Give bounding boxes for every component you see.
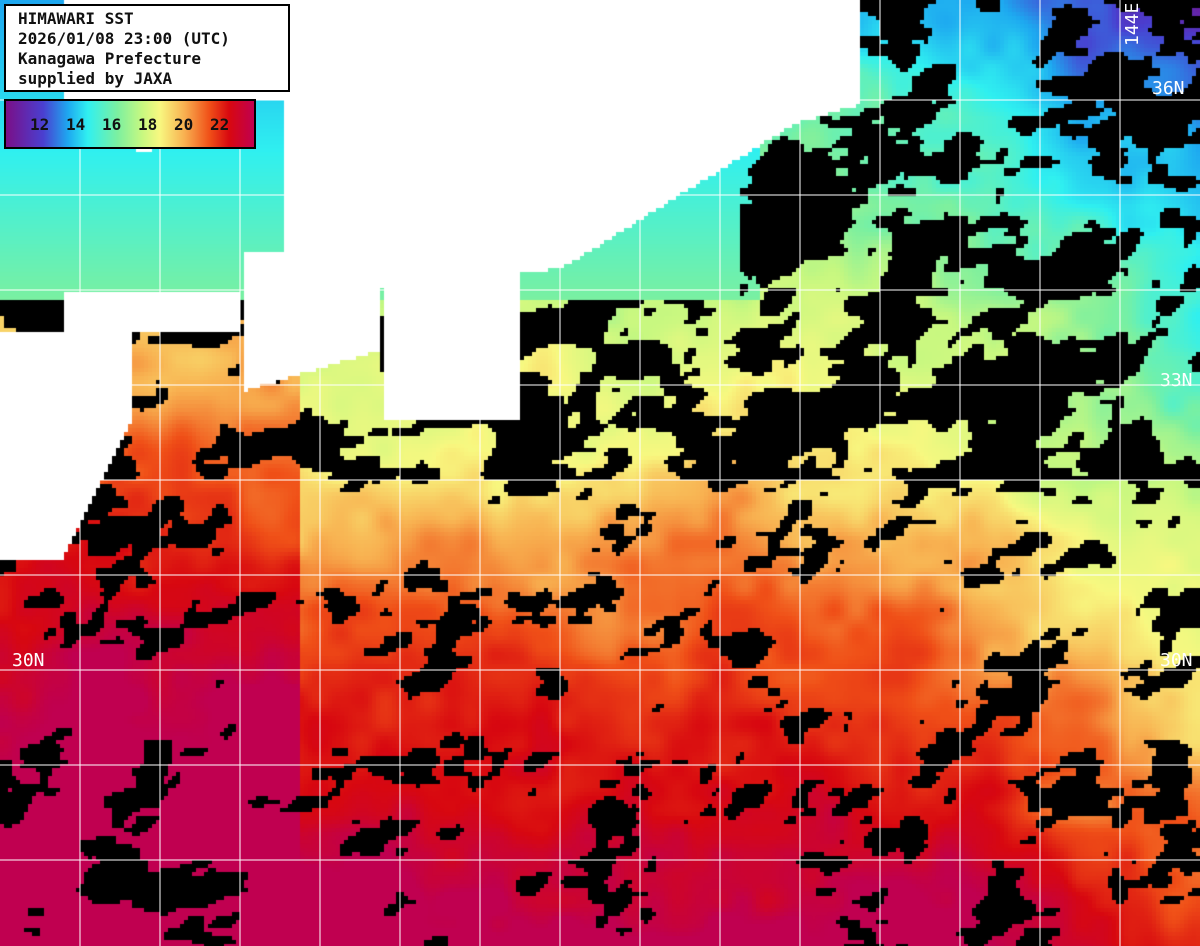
colorbar-tick: 14 <box>66 114 86 134</box>
title-box: HIMAWARI SST 2026/01/08 23:00 (UTC) Kana… <box>4 4 290 92</box>
title-datetime: 2026/01/08 23:00 (UTC) <box>18 29 230 48</box>
colorbar-tick: 18 <box>138 114 158 134</box>
title-source: supplied by JAXA <box>18 69 173 88</box>
colorbar-tick: 12 <box>30 114 50 134</box>
lat-label-30n-left: 30N <box>12 650 45 671</box>
lat-label-33n-right: 33N <box>1160 370 1193 391</box>
lat-label-36n: 36N <box>1152 78 1185 99</box>
colorbar-tick: 16 <box>102 114 122 134</box>
colorbar-tick: 22 <box>210 114 230 134</box>
lon-label-144e: 144E <box>1122 2 1143 46</box>
colorbar-tick: 20 <box>174 114 194 134</box>
lat-label-33n-left: 33N <box>12 370 45 391</box>
title-provider: Kanagawa Prefecture <box>18 49 202 68</box>
title-product: HIMAWARI SST <box>18 9 134 28</box>
colorbar-legend: 12 14 16 18 20 22 <box>4 99 256 149</box>
lat-label-30n-right: 30N <box>1160 650 1193 671</box>
lon-label-136e: 136E <box>482 0 503 38</box>
